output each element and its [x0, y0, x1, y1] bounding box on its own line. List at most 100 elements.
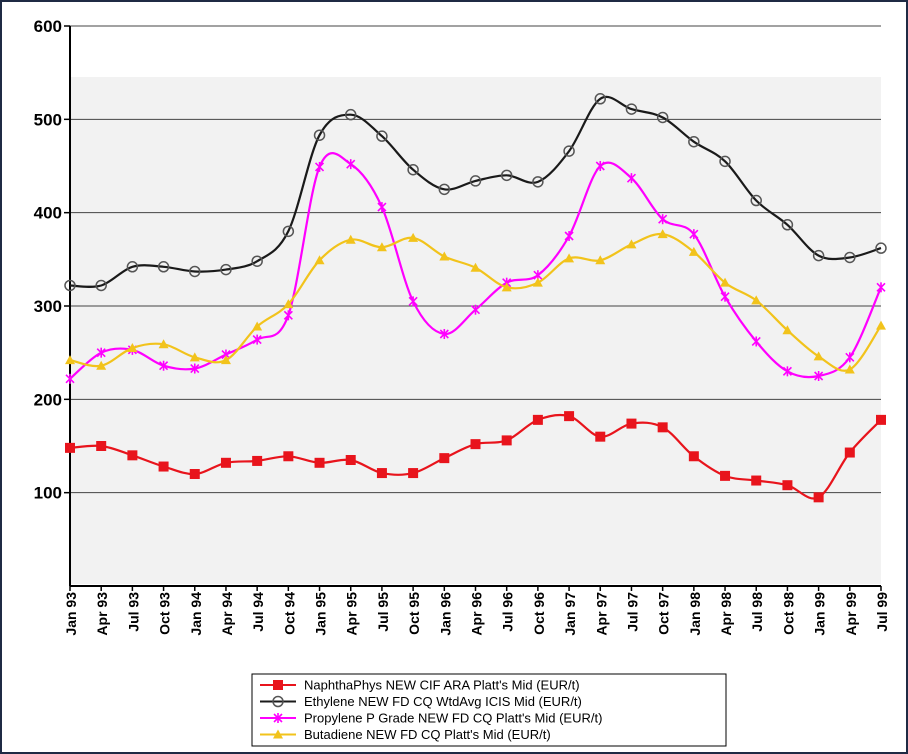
data-point	[812, 249, 825, 262]
data-point	[283, 451, 294, 462]
data-point	[781, 219, 794, 231]
data-point	[96, 360, 107, 370]
x-tick-label: Jan 97	[562, 592, 578, 636]
data-point	[657, 422, 668, 433]
data-point	[158, 339, 169, 349]
data-point	[814, 371, 824, 381]
x-tick-label: Jan 95	[313, 592, 329, 636]
y-tick-label: 600	[34, 17, 62, 36]
x-tick-label: Apr 99	[843, 592, 859, 636]
data-point	[189, 469, 200, 479]
data-point	[656, 111, 669, 124]
data-point	[376, 130, 388, 142]
data-point	[501, 435, 512, 446]
data-point	[314, 161, 325, 172]
x-tick-label: Apr 98	[718, 592, 734, 636]
y-tick-label: 200	[34, 390, 62, 409]
y-tick-label: 100	[34, 484, 62, 503]
x-tick-label: Oct 97	[656, 592, 672, 635]
data-point	[564, 231, 574, 241]
data-point	[689, 229, 699, 240]
data-point	[407, 163, 419, 176]
data-point	[65, 355, 75, 365]
data-point	[157, 261, 170, 273]
data-point	[595, 431, 606, 442]
y-axis-ticks: 100 200 300 400 500 600	[34, 17, 62, 503]
data-point	[376, 468, 387, 479]
data-point	[282, 225, 295, 238]
data-point	[844, 447, 855, 458]
data-point	[96, 441, 107, 451]
x-tick-label: Oct 94	[281, 592, 297, 635]
legend-box	[251, 673, 727, 747]
data-point	[376, 242, 387, 252]
x-tick-label: Jul 93	[125, 592, 141, 632]
axes	[64, 25, 882, 591]
y-tick-label: 500	[34, 110, 62, 129]
data-point	[469, 175, 482, 187]
data-point	[408, 296, 418, 307]
data-point	[95, 279, 107, 292]
data-point	[500, 169, 513, 182]
data-point	[782, 325, 793, 335]
data-point	[127, 343, 138, 352]
data-point	[751, 295, 762, 305]
data-point	[126, 261, 139, 273]
x-tick-label: Oct 98	[780, 592, 796, 635]
data-point	[720, 291, 730, 302]
data-point	[688, 451, 699, 462]
data-point	[344, 108, 357, 121]
x-tick-label: Jan 93	[63, 592, 79, 636]
data-point	[720, 470, 731, 481]
plot-area	[70, 77, 881, 584]
data-point	[844, 364, 855, 374]
legend-marker	[272, 695, 284, 708]
data-point	[64, 279, 76, 292]
legend: NaphthaPhys NEW CIF ARA Platt's Mid (EUR…	[251, 673, 727, 747]
data-point	[220, 457, 231, 468]
data-point	[532, 414, 543, 425]
data-point	[96, 347, 106, 358]
data-point	[751, 475, 762, 486]
data-point	[844, 251, 856, 264]
data-point	[594, 93, 607, 105]
data-point	[439, 251, 450, 261]
data-point	[283, 310, 293, 321]
legend-label: NaphthaPhys NEW CIF ARA Platt's Mid (EUR…	[304, 678, 580, 693]
data-point	[158, 461, 169, 472]
data-point	[782, 480, 793, 491]
x-tick-label: Jul 94	[250, 592, 266, 632]
data-point	[65, 442, 75, 453]
data-point	[439, 329, 449, 339]
data-point	[439, 453, 450, 464]
data-point	[813, 351, 824, 361]
data-point	[127, 450, 138, 461]
data-point	[189, 352, 200, 362]
data-point	[626, 239, 637, 249]
data-point	[875, 242, 887, 254]
data-point	[626, 173, 637, 184]
x-tick-label: Jul 99	[874, 592, 890, 632]
data-point	[377, 202, 387, 213]
data-point	[251, 255, 263, 267]
x-tick-label: Jul 96	[500, 592, 516, 632]
data-point	[595, 255, 606, 265]
x-tick-label: Jul 97	[624, 592, 640, 632]
data-point	[751, 336, 761, 347]
x-tick-label: Apr 97	[593, 592, 609, 636]
data-point	[408, 232, 419, 242]
x-tick-label: Oct 95	[406, 592, 422, 635]
legend-marker	[273, 729, 283, 739]
legend-marker	[273, 680, 283, 690]
series-0	[65, 411, 886, 503]
legend-item: NaphthaPhys NEW CIF ARA Platt's Mid (EUR…	[260, 678, 580, 693]
x-tick-label: Jan 99	[812, 592, 828, 636]
data-point	[220, 263, 232, 276]
data-point	[438, 183, 451, 196]
data-point	[159, 360, 169, 371]
data-point	[625, 103, 638, 115]
x-tick-label: Apr 96	[469, 592, 485, 636]
data-point	[220, 355, 231, 365]
data-point	[65, 373, 75, 384]
